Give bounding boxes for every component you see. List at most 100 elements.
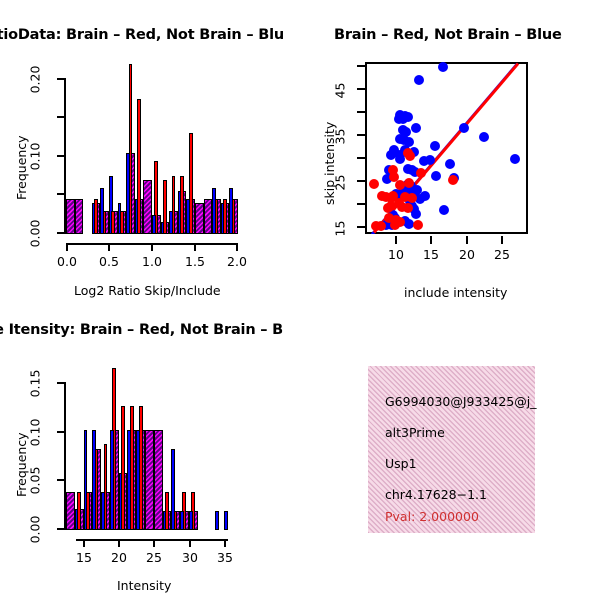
intensity-histogram-xtick-0: 15 [76,550,92,565]
scatter-point [430,140,441,151]
intensity-histogram-bars [66,358,238,530]
histogram-bar-blue [186,199,191,234]
intensity-histogram-ytick-1: 0.05 [27,466,43,495]
tick [57,479,65,481]
tick [83,539,85,547]
scatter-point [413,74,424,85]
tick [357,111,365,113]
ratio-histogram-y-axis [64,78,66,234]
tick [357,88,365,90]
tick [224,539,226,547]
scatter-point [479,132,490,143]
scatter-point [394,217,405,228]
histogram-bar-overlap [153,429,163,530]
intensity-histogram-xtick-2: 25 [146,550,162,565]
intensity-histogram-ytick-0: 0.00 [27,515,43,544]
histogram-bar-red [173,510,178,530]
scatter-point [401,126,412,137]
scatter-point [389,171,400,182]
scatter-xlabel: include intensity [404,285,508,300]
histogram-bar-blue [109,176,113,234]
intensity-histogram-xtick-4: 35 [217,550,233,565]
histogram-bar-blue [134,199,139,234]
histogram-bar-blue [109,429,114,530]
tick [194,243,196,251]
histogram-bar-red [137,98,142,234]
histogram-bar-blue [152,214,156,234]
scatter-point [394,153,405,164]
histogram-bar-blue [126,152,130,234]
ratio-histogram-title: atioData: Brain – Red, Not Brain – Blu [0,27,285,43]
histogram-bar-red [121,405,125,530]
histogram-bar-blue [220,203,225,234]
histogram-bar-blue [177,191,182,234]
scatter-point [396,202,407,213]
ratio-histogram-xtick-2: 1.0 [142,254,162,269]
scatter-point [385,149,396,160]
histogram-bar-overlap [195,203,204,234]
tick [357,65,365,67]
histogram-bar-overlap [144,429,154,530]
tick [430,236,432,244]
histogram-bar-blue [91,203,96,234]
scatter-ytick-1: 25 [332,174,348,191]
histogram-bar-red [128,63,133,234]
tick [236,243,238,251]
info-pval: Pval: 2.000000 [385,509,479,524]
tick [57,232,65,234]
scatter-point [510,153,521,164]
histogram-bar-red [214,199,219,234]
tick [57,155,65,157]
histogram-bar-blue [118,472,123,530]
info-gene: Usp1 [385,456,417,471]
scatter-point [406,193,417,204]
tick [118,539,120,547]
histogram-bar-overlap [66,199,75,234]
scatter-point [415,193,426,204]
ratio-histogram-xtick-3: 1.5 [185,254,205,269]
scatter-point [395,180,406,191]
scatter-point [397,114,408,125]
histogram-bar-blue [171,448,176,530]
scatter-xtick-1: 15 [423,247,439,262]
scatter-xtick-3: 25 [494,247,510,262]
intensity-histogram-x-axis [76,539,228,541]
tick [189,539,191,547]
histogram-bar-red [85,491,90,530]
histogram-bar-red [188,133,193,234]
scatter-point [389,144,400,155]
histogram-bar-red [154,160,159,234]
tick [357,134,365,136]
histogram-bar-blue [127,429,132,530]
scatter-point [389,220,400,231]
scatter-point [403,137,414,148]
histogram-bar-red [94,448,99,530]
tick [57,431,65,433]
tick [151,243,153,251]
scatter-ytick-2: 35 [332,128,348,145]
tick [57,78,65,80]
histogram-bar-blue [215,510,220,530]
histogram-bar-red [103,444,108,530]
histogram-bar-blue [223,510,228,530]
intensity-histogram-title: ne Itensity: Brain – Red, Not Brain – B [0,322,284,338]
ratio-histogram-ytick-2: 0.20 [27,65,43,94]
scatter-point [409,167,420,178]
scatter-title: Brain – Red, Not Brain – Blue [334,27,562,43]
histogram-bar-overlap [203,199,213,234]
ratio-histogram-xlabel: Log2 Ratio Skip/Include [74,283,221,298]
histogram-bar-blue [100,187,105,234]
info-locus: chr4.17628−1.1 [385,487,487,502]
ratio-histogram-xtick-0: 0.0 [57,254,77,269]
tick [57,382,65,384]
scatter-point [415,168,426,179]
scatter-ytick-0: 15 [332,220,348,237]
histogram-bar-blue [101,491,105,530]
scatter-point [413,219,424,230]
scatter-point [411,208,422,219]
info-event-type: alt3Prime [385,425,445,440]
scatter-point [402,183,413,194]
intensity-histogram-xtick-1: 20 [111,550,127,565]
histogram-bar-red [119,210,124,234]
